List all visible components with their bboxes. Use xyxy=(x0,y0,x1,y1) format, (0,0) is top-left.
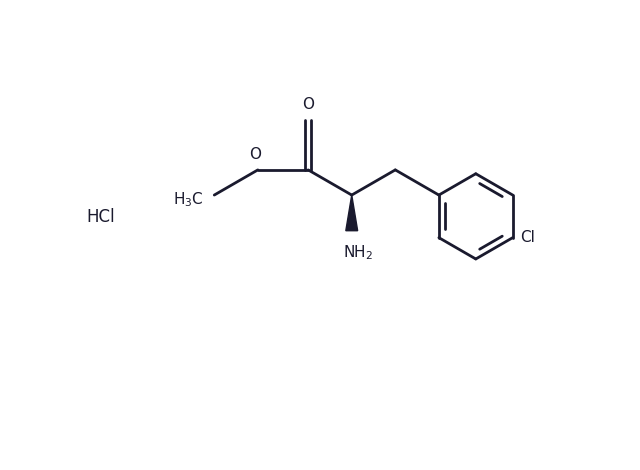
Text: O: O xyxy=(302,97,314,112)
Text: O: O xyxy=(249,147,261,162)
Text: NH$_2$: NH$_2$ xyxy=(342,244,372,262)
Text: Cl: Cl xyxy=(520,230,534,245)
Text: HCl: HCl xyxy=(86,208,115,226)
Polygon shape xyxy=(346,195,358,231)
Text: H$_3$C: H$_3$C xyxy=(173,190,204,209)
